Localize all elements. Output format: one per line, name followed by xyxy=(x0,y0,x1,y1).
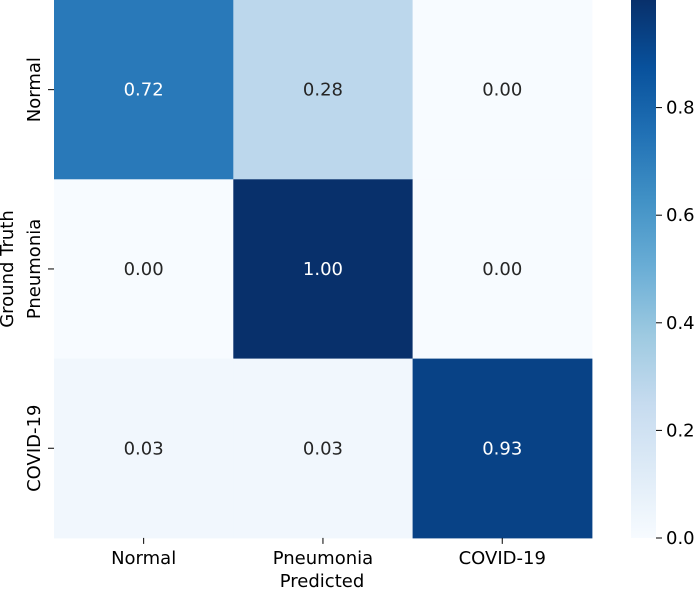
colorbar-tick-label: 0.4 xyxy=(666,313,695,334)
heatmap-cell xyxy=(54,0,234,180)
cell-value-label: 0.03 xyxy=(124,438,164,459)
heatmap-cell xyxy=(233,0,414,180)
x-tick-label: COVID-19 xyxy=(459,548,546,569)
cell-value-label: 0.00 xyxy=(482,259,522,280)
cell-value-label: 0.93 xyxy=(482,438,522,459)
heatmap-cell xyxy=(233,179,414,360)
y-axis-ticks: Normal Pneumonia COVID-19 xyxy=(24,57,54,492)
cell-value-label: 0.00 xyxy=(124,259,164,280)
colorbar-tick-label: 0.2 xyxy=(666,420,695,441)
y-tick-label: COVID-19 xyxy=(24,405,45,492)
heatmap-cell xyxy=(54,358,234,539)
cell-value-label: 0.00 xyxy=(482,80,522,101)
x-tick-label: Normal xyxy=(111,548,176,569)
colorbar-ticks: 0.0 0.2 0.4 0.6 0.8 xyxy=(656,98,695,549)
colorbar-tick-label: 0.8 xyxy=(666,98,695,119)
y-axis-label: Ground Truth xyxy=(0,210,18,328)
heatmap-cells: 0.72 0.28 0.00 0.00 1.00 0.00 0.03 0.03 0.93 xyxy=(54,0,593,539)
colorbar xyxy=(631,0,656,538)
heatmap-cell xyxy=(412,358,593,539)
y-tick-label: Pneumonia xyxy=(24,219,45,319)
cell-value-label: 0.72 xyxy=(124,80,164,101)
heatmap-cell xyxy=(412,0,593,180)
cell-value-label: 0.28 xyxy=(303,80,343,101)
heatmap-cell xyxy=(54,179,234,360)
heatmap-cell xyxy=(412,179,593,360)
y-tick-label: Normal xyxy=(24,57,45,122)
x-tick-label: Pneumonia xyxy=(273,548,373,569)
heatmap-cell xyxy=(233,358,414,539)
x-axis-label: Predicted xyxy=(280,571,365,592)
cell-value-label: 0.03 xyxy=(303,438,343,459)
colorbar-tick-label: 0.6 xyxy=(666,205,695,226)
cell-value-label: 1.00 xyxy=(303,259,343,280)
colorbar-tick-label: 0.0 xyxy=(666,528,695,549)
x-axis-ticks: Normal Pneumonia COVID-19 xyxy=(111,537,546,569)
